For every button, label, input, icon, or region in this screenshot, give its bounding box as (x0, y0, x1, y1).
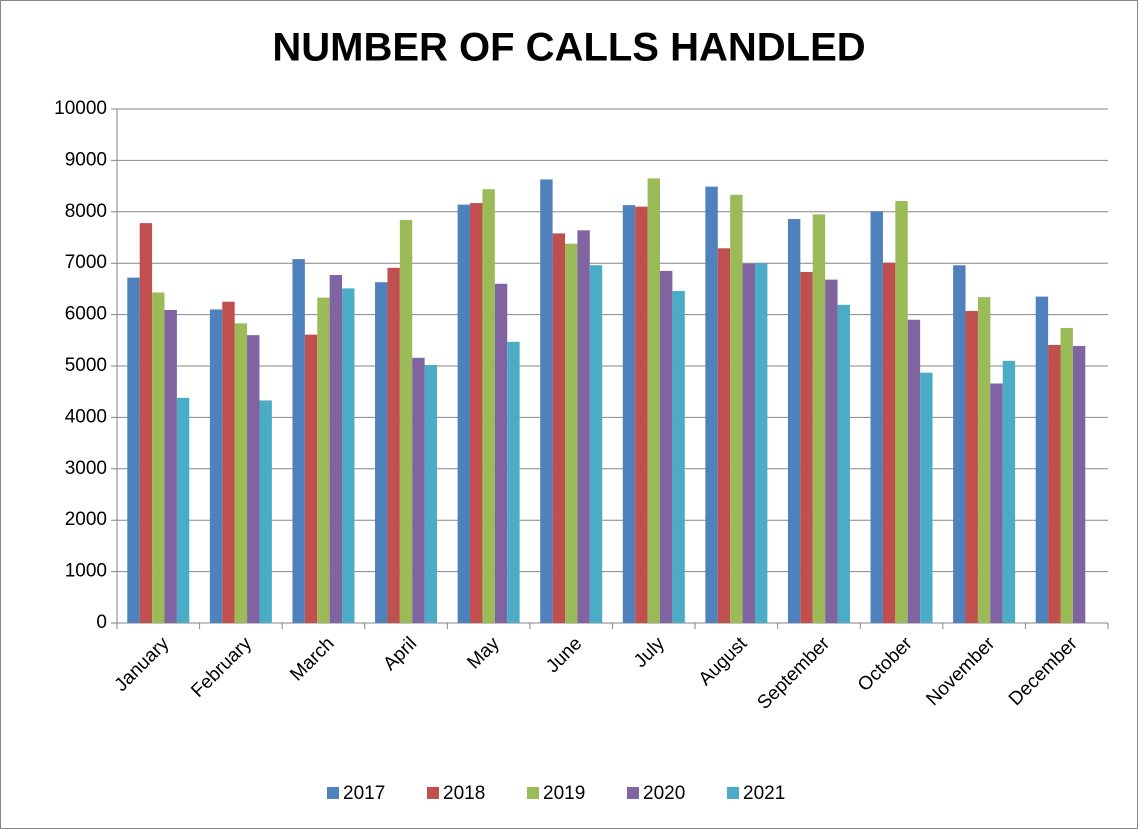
y-tick-label: 6000 (65, 304, 107, 325)
bar (234, 323, 248, 623)
bar (754, 263, 768, 623)
bar (375, 282, 388, 623)
legend-label: 2017 (343, 783, 385, 804)
bar (742, 263, 755, 623)
y-tick-label: 7000 (65, 252, 107, 273)
bar (1060, 327, 1073, 623)
bar (589, 265, 603, 623)
y-tick-label: 5000 (65, 355, 107, 376)
y-tick-label: 0 (96, 612, 107, 633)
bar (127, 277, 140, 623)
y-tick-label: 8000 (65, 201, 107, 222)
bar (895, 201, 908, 624)
y-tick-label: 3000 (65, 458, 107, 479)
bar (247, 335, 260, 623)
bar (329, 275, 343, 623)
bar (647, 178, 660, 623)
y-tick-label: 2000 (65, 509, 107, 530)
bar (482, 189, 495, 623)
bar (424, 364, 438, 623)
bar (730, 194, 743, 623)
bar (870, 211, 883, 623)
bar (800, 271, 813, 623)
bar (139, 223, 153, 623)
bar (152, 292, 165, 623)
bar (507, 341, 520, 623)
legend-label: 2021 (743, 783, 785, 804)
bar (1035, 296, 1049, 623)
legend-swatch (527, 787, 539, 799)
bar (470, 203, 483, 623)
bar (222, 301, 235, 623)
bar (920, 372, 933, 623)
legend-label: 2020 (643, 783, 685, 804)
y-tick-label: 1000 (65, 561, 107, 582)
bar (494, 283, 508, 623)
bar (304, 334, 318, 623)
bar (1048, 344, 1061, 623)
bar (1002, 360, 1016, 623)
bar (990, 383, 1003, 623)
bar (953, 265, 966, 623)
bar (882, 262, 896, 623)
bar (622, 205, 636, 624)
bar (717, 248, 731, 623)
legend-swatch (727, 787, 739, 799)
legend-swatch (327, 787, 339, 799)
bar (812, 214, 826, 623)
legend-swatch (427, 787, 439, 799)
y-tick-label: 10000 (54, 98, 107, 119)
bar (164, 309, 177, 623)
bar (552, 233, 566, 623)
bar (635, 206, 648, 623)
legend-label: 2018 (443, 783, 485, 804)
bar (1072, 345, 1086, 623)
bar (837, 304, 850, 623)
legend-swatch (627, 787, 639, 799)
bar (209, 309, 223, 623)
y-tick-label: 9000 (65, 149, 107, 170)
bar (317, 297, 330, 623)
bar (565, 243, 578, 623)
bar (672, 290, 685, 623)
bar (292, 259, 305, 623)
bar (259, 400, 272, 623)
y-tick-label: 4000 (65, 406, 107, 427)
bar (412, 357, 425, 623)
chart-title: NUMBER OF CALLS HANDLED (272, 26, 865, 70)
bar (577, 230, 590, 623)
bar (787, 218, 801, 623)
bar (176, 397, 190, 623)
bar (977, 297, 991, 623)
bar (457, 204, 471, 623)
bar (825, 279, 838, 623)
bar (399, 220, 413, 624)
bar (907, 319, 921, 623)
bar (965, 311, 978, 623)
bar (342, 288, 355, 623)
bar (705, 186, 718, 623)
bar (659, 270, 673, 623)
bar (387, 267, 400, 623)
bar (540, 179, 553, 623)
legend-label: 2019 (543, 783, 585, 804)
